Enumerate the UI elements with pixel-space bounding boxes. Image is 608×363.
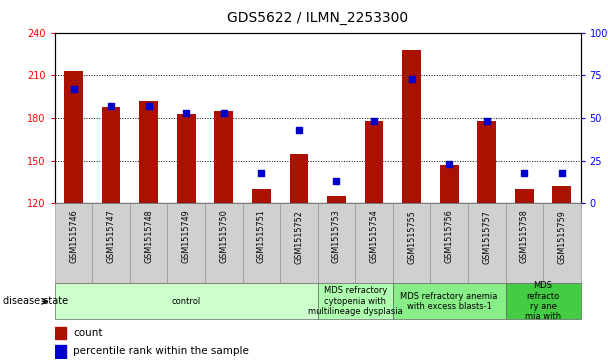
Bar [55,345,66,358]
Text: MDS refractory
cytopenia with
multilineage dysplasia: MDS refractory cytopenia with multilinea… [308,286,402,316]
Text: GSM1515746: GSM1515746 [69,210,78,263]
Point [219,110,229,116]
Bar [317,283,393,319]
Bar [55,283,317,319]
Bar [430,203,468,283]
Text: GSM1515759: GSM1515759 [558,210,567,264]
Bar [440,165,458,203]
Bar [477,121,496,203]
Bar [543,203,581,283]
Bar [252,189,271,203]
Text: GSM1515750: GSM1515750 [219,210,228,264]
Text: GSM1515751: GSM1515751 [257,210,266,264]
Bar [130,203,167,283]
Bar [55,327,66,339]
Bar [280,203,317,283]
Point [331,178,341,184]
Bar [505,203,543,283]
Text: percentile rank within the sample: percentile rank within the sample [73,346,249,356]
Point [369,118,379,124]
Text: control: control [171,297,201,306]
Bar [102,107,120,203]
Bar [139,101,158,203]
Bar [205,203,243,283]
Point [407,76,416,82]
Bar [177,114,196,203]
Point [557,170,567,175]
Text: GSM1515755: GSM1515755 [407,210,416,264]
Text: GSM1515752: GSM1515752 [294,210,303,264]
Text: GDS5622 / ILMN_2253300: GDS5622 / ILMN_2253300 [227,11,408,25]
Bar [317,203,355,283]
Text: GSM1515758: GSM1515758 [520,210,529,264]
Bar [64,71,83,203]
Text: MDS
refracto
ry ane
mia with: MDS refracto ry ane mia with [525,281,561,321]
Bar [505,283,581,319]
Bar [468,203,505,283]
Point [519,170,529,175]
Text: GSM1515756: GSM1515756 [444,210,454,264]
Bar [393,283,505,319]
Point [444,161,454,167]
Text: GSM1515748: GSM1515748 [144,210,153,263]
Text: MDS refractory anemia
with excess blasts-1: MDS refractory anemia with excess blasts… [401,291,498,311]
Point [106,103,116,109]
Point [294,127,304,133]
Text: GSM1515754: GSM1515754 [370,210,379,264]
Point [181,110,191,116]
Bar [55,203,92,283]
Text: GSM1515747: GSM1515747 [106,210,116,264]
Text: GSM1515749: GSM1515749 [182,210,191,264]
Text: disease state: disease state [3,296,68,306]
Bar [215,111,233,203]
Point [69,86,78,92]
Bar [243,203,280,283]
Text: GSM1515753: GSM1515753 [332,210,341,264]
Point [143,103,153,109]
Bar [92,203,130,283]
Bar [365,121,384,203]
Bar [402,50,421,203]
Bar [355,203,393,283]
Bar [515,189,534,203]
Bar [167,203,205,283]
Bar [393,203,430,283]
Point [482,118,492,124]
Text: GSM1515757: GSM1515757 [482,210,491,264]
Bar [553,186,572,203]
Bar [289,154,308,203]
Bar [327,196,346,203]
Text: count: count [73,328,103,338]
Point [257,170,266,175]
